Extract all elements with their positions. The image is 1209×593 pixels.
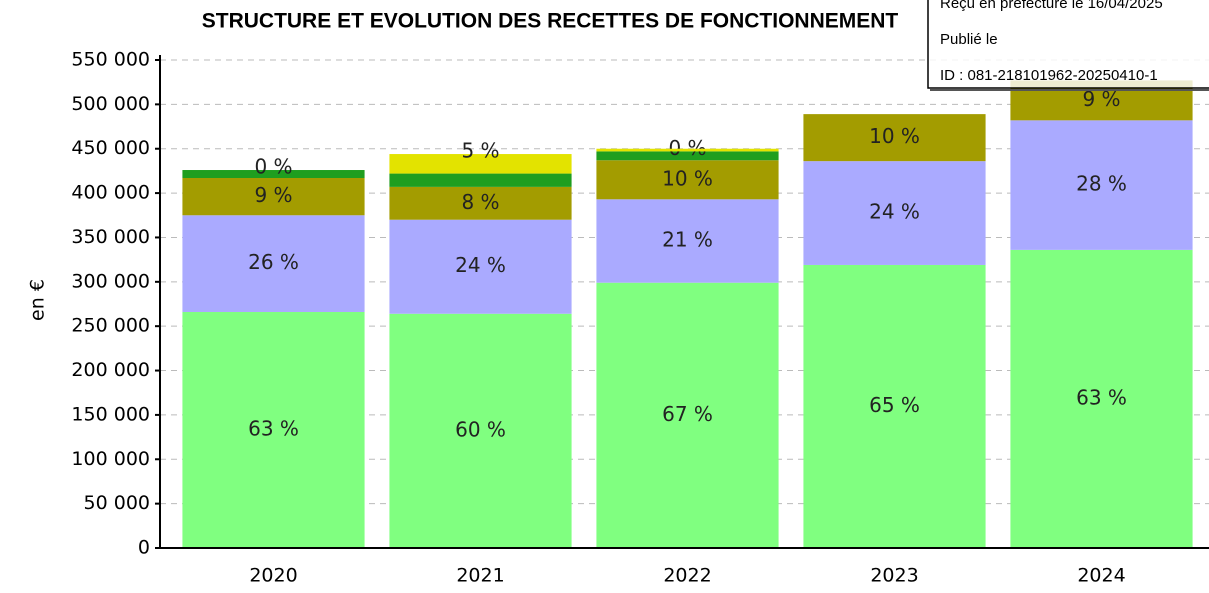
- x-tick-label: 2021: [456, 565, 504, 587]
- stamp-box: [927, 0, 1209, 89]
- bar-segment: [803, 264, 986, 548]
- bar-segment: [389, 219, 572, 314]
- bar-segment: [596, 160, 779, 200]
- x-tick-label: 2023: [870, 565, 918, 587]
- percent-label: 24 %: [455, 253, 506, 277]
- percent-label: 0 %: [254, 155, 292, 179]
- y-tick-label: 0: [138, 537, 150, 559]
- y-tick-label: 50 000: [84, 492, 150, 514]
- bar-segment: [596, 282, 779, 548]
- percent-label: 0 %: [668, 136, 706, 160]
- percent-label: 28 %: [1076, 172, 1127, 196]
- x-tick-label: 2022: [663, 565, 711, 587]
- y-tick-label: 250 000: [71, 315, 150, 337]
- y-axis-label: en €: [27, 279, 49, 321]
- bar-segment: [182, 170, 365, 179]
- chart-title: STRUCTURE ET EVOLUTION DES RECETTES DE F…: [202, 10, 899, 33]
- bar-segment: [389, 173, 572, 187]
- percent-label: 63 %: [248, 416, 299, 440]
- y-tick-label: 150 000: [71, 403, 150, 425]
- y-tick-label: 100 000: [71, 448, 150, 470]
- bar-segment: [1010, 249, 1193, 549]
- x-tick-label: 2024: [1077, 565, 1125, 587]
- y-tick-label: 350 000: [71, 226, 150, 248]
- percent-label: 26 %: [248, 250, 299, 274]
- bar-segment: [596, 148, 779, 152]
- y-tick-label: 300 000: [71, 270, 150, 292]
- stamp-line: ID : 081-218101962-20250410-1: [940, 67, 1158, 84]
- y-tick-label: 200 000: [71, 359, 150, 381]
- bar-segment: [596, 151, 779, 161]
- y-tick-label: 400 000: [71, 182, 150, 204]
- percent-label: 24 %: [869, 200, 920, 224]
- stamp-line: Publié le: [940, 31, 998, 48]
- x-tick-label: 2020: [249, 565, 297, 587]
- percent-label: 21 %: [662, 228, 713, 252]
- plot-area: 0 50 000 100 000 150 000 200 000 250 000 300 0…: [71, 49, 1209, 587]
- bar-segment: [182, 178, 365, 216]
- percent-label: 10 %: [662, 166, 713, 190]
- y-tick-label: 550 000: [71, 49, 150, 71]
- percent-label: 5 %: [461, 139, 499, 163]
- bar-segment: [182, 215, 365, 312]
- stamp: Reçu en préfecture le 16/04/2025 Publié …: [927, 0, 1209, 91]
- percent-label: 65 %: [869, 393, 920, 417]
- bar-segment: [389, 186, 572, 220]
- bar-segment: [803, 161, 986, 265]
- y-tick-label: 500 000: [71, 93, 150, 115]
- percent-label: 10 %: [869, 124, 920, 148]
- y-tick-label: 450 000: [71, 137, 150, 159]
- percent-label: 9 %: [254, 183, 292, 207]
- bar-segment: [803, 114, 986, 162]
- percent-label: 8 %: [461, 190, 499, 214]
- bar-segment: [1010, 120, 1193, 250]
- bar-segment: [596, 199, 779, 283]
- percent-label: 63 %: [1076, 385, 1127, 409]
- stamp-line: Reçu en préfecture le 16/04/2025: [940, 0, 1163, 12]
- bar-segment: [389, 154, 572, 174]
- percent-label: 60 %: [455, 417, 506, 441]
- bar-segment: [389, 313, 572, 548]
- percent-label: 67 %: [662, 402, 713, 426]
- bar-segment: [182, 311, 365, 548]
